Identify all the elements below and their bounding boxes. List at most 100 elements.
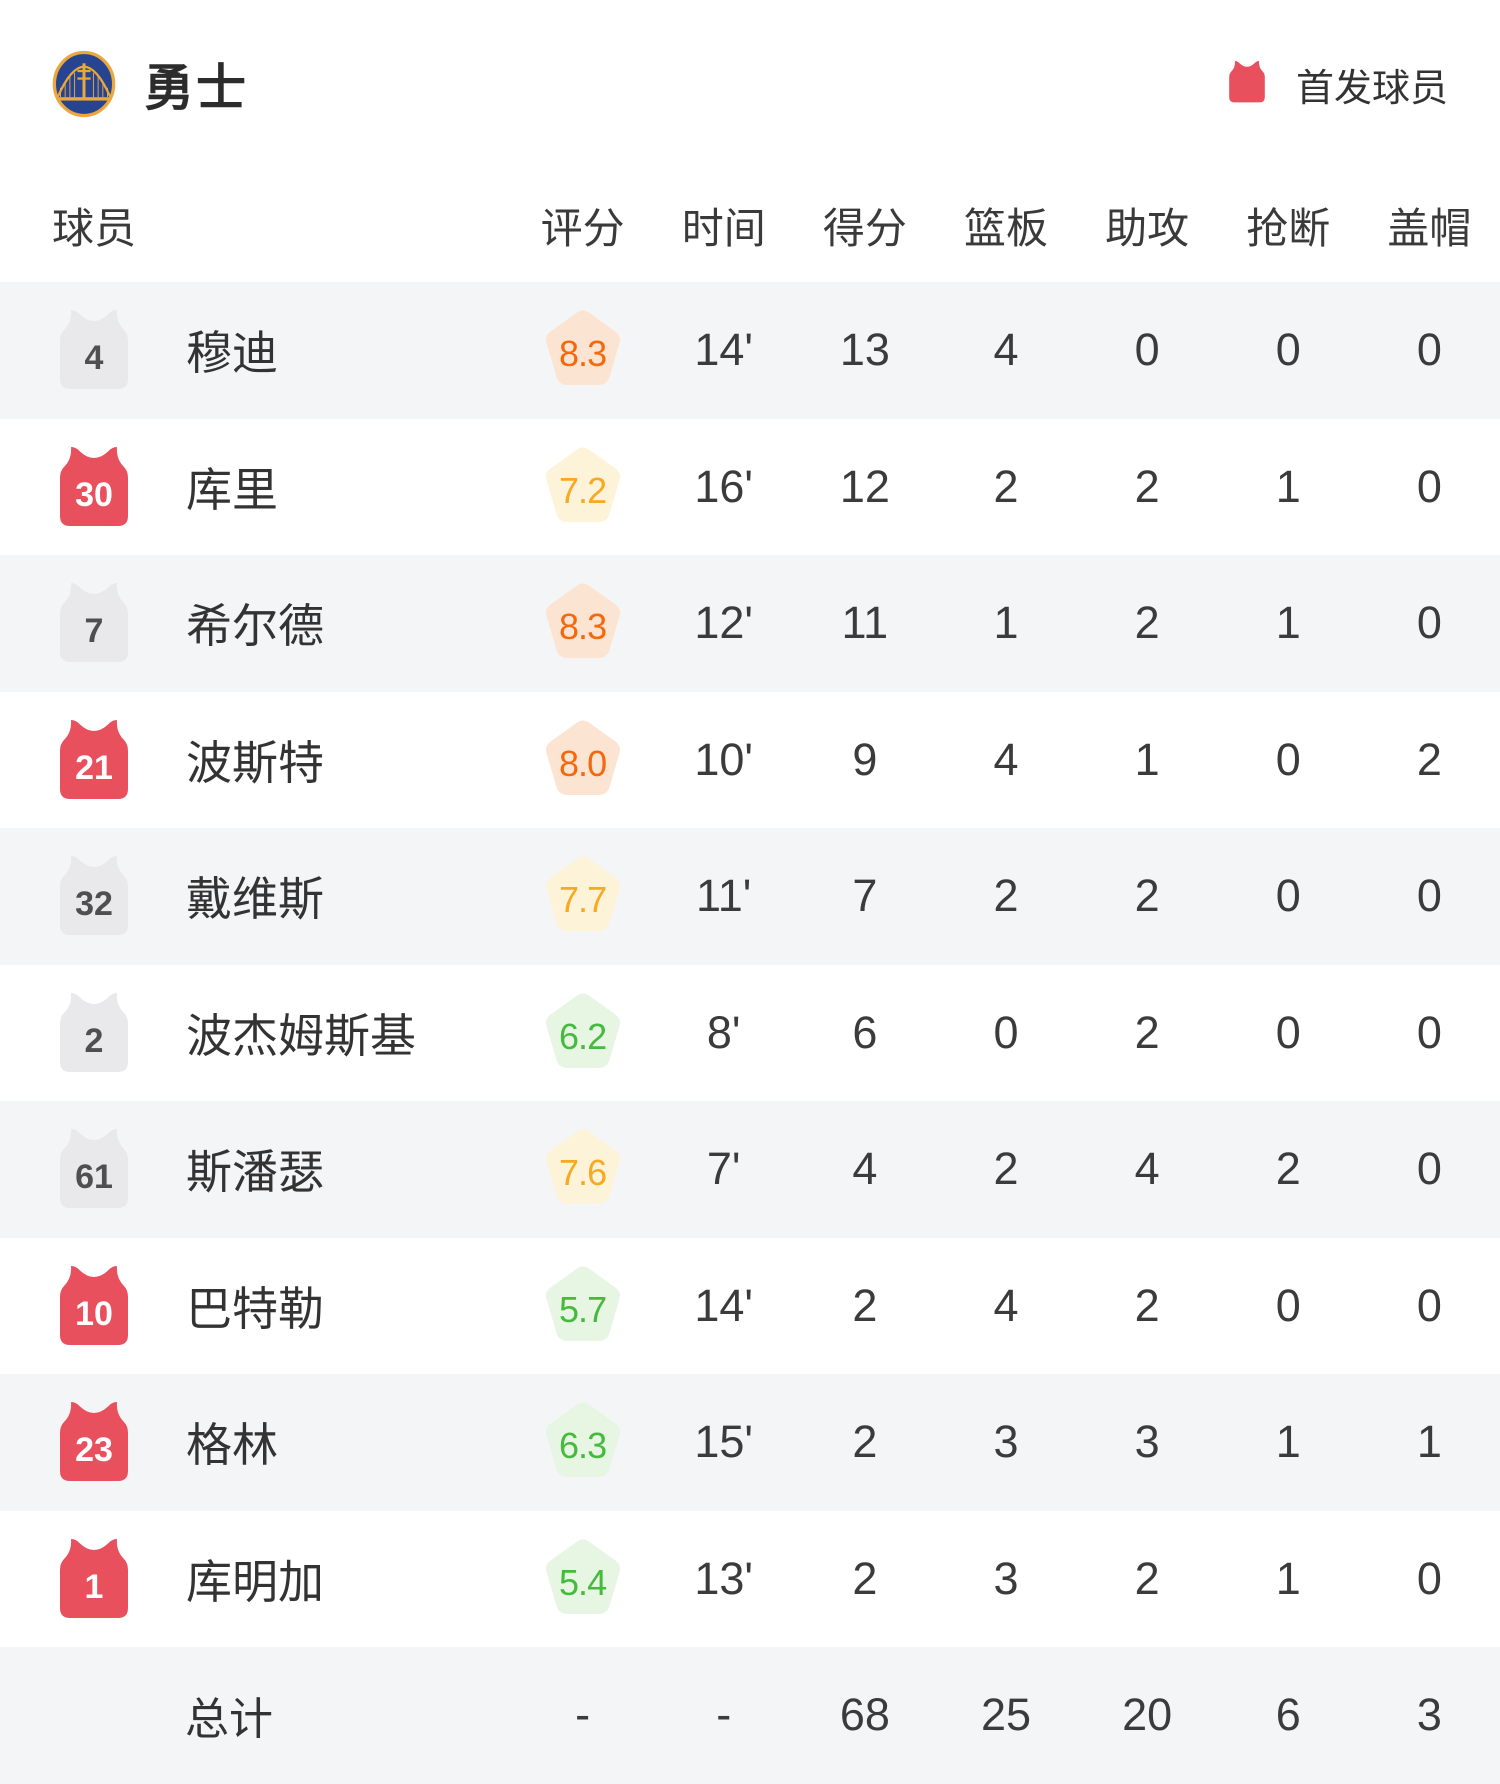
stat-rebounds: 4: [993, 733, 1019, 785]
rating-badge: 6.2: [543, 991, 623, 1075]
stat-points: 2: [852, 1416, 878, 1468]
stat-blocks: 0: [1416, 597, 1442, 649]
player-row[interactable]: 32 戴维斯 7.7 11' 7 2 2 0 0: [0, 828, 1500, 965]
rating-badge-cell: 6.3: [512, 1400, 653, 1484]
stat-points: 12: [839, 460, 890, 512]
stat-time: 12': [694, 597, 754, 649]
stat-blocks: 0: [1416, 1552, 1442, 1604]
stat-rebounds: 3: [993, 1416, 1019, 1468]
player-name: 波杰姆斯基: [186, 1009, 416, 1062]
table-header-row: 球员 评分 时间 得分 篮板 助攻 抢断 盖帽: [0, 168, 1500, 282]
stat-points: 11: [841, 597, 889, 649]
player-row[interactable]: 21 波斯特 8.0 10' 9 4 1 0 2: [0, 692, 1500, 829]
rating-badge: 8.3: [543, 308, 623, 392]
player-name: 巴特勒: [186, 1282, 324, 1335]
stat-steals: 1: [1275, 460, 1301, 512]
stat-time: 8': [706, 1006, 741, 1058]
player-cell: 32 戴维斯: [0, 854, 512, 938]
stat-blocks: 0: [1416, 1143, 1442, 1195]
bench-jersey-number-icon: 7: [58, 581, 130, 665]
stat-time: 7': [706, 1143, 741, 1195]
starter-jersey-number-icon: 30: [58, 445, 130, 529]
player-cell: 21 波斯特: [0, 718, 512, 802]
column-header-7: 抢断: [1246, 204, 1331, 252]
table-body: 4 穆迪 8.3 14' 13 4 0 0 0 30 库里 7.2 16' 12 2 2 1 0 7 希尔德 …: [0, 282, 1500, 1647]
starter-jersey-number-icon: 21: [58, 718, 130, 802]
rating-badge: 5.4: [543, 1537, 623, 1621]
player-name: 斯潘瑟: [186, 1146, 324, 1199]
rating-badge-cell: 5.4: [512, 1537, 653, 1621]
player-name: 库里: [186, 463, 278, 516]
player-row[interactable]: 4 穆迪 8.3 14' 13 4 0 0 0: [0, 282, 1500, 419]
stat-rebounds: 2: [993, 460, 1019, 512]
team-logo-icon: [52, 50, 116, 118]
svg-text:61: 61: [75, 1158, 113, 1196]
stat-assists: 2: [1134, 1279, 1160, 1331]
svg-text:2: 2: [85, 1022, 104, 1060]
svg-text:4: 4: [85, 339, 104, 377]
rating-value: 7.7: [559, 879, 607, 921]
stat-rebounds: 1: [993, 597, 1019, 649]
stat-steals: 0: [1275, 324, 1301, 376]
rating-badge-cell: 5.7: [512, 1264, 653, 1348]
player-cell: 23 格林: [0, 1400, 512, 1484]
stat-blocks: 2: [1416, 733, 1442, 785]
stat-steals: 1: [1275, 597, 1301, 649]
stat-rebounds: 3: [993, 1552, 1019, 1604]
player-name: 波斯特: [186, 736, 324, 789]
rating-badge: 7.6: [543, 1127, 623, 1211]
stat-assists: 2: [1134, 1552, 1160, 1604]
stat-steals: 0: [1275, 1006, 1301, 1058]
player-cell: 7 希尔德: [0, 581, 512, 665]
player-row[interactable]: 7 希尔德 8.3 12' 11 1 2 1 0: [0, 555, 1500, 692]
player-cell: 30 库里: [0, 445, 512, 529]
bench-jersey-number-icon: 61: [58, 1127, 130, 1211]
bench-jersey-number-icon: 4: [58, 308, 130, 392]
starter-jersey-number-icon: 10: [58, 1264, 130, 1348]
column-header-8: 盖帽: [1387, 204, 1472, 252]
stat-time: 13': [694, 1552, 754, 1604]
rating-value: 8.3: [559, 606, 607, 648]
rating-badge-cell: 8.3: [512, 308, 653, 392]
stat-time: 10': [694, 733, 754, 785]
stat-rebounds: 2: [993, 870, 1019, 922]
stat-blocks: 0: [1416, 324, 1442, 376]
total-row: 总计 - - 68 25 20 6 3: [0, 1647, 1500, 1784]
stat-assists: 2: [1134, 597, 1160, 649]
player-name: 库明加: [186, 1555, 324, 1608]
player-row[interactable]: 30 库里 7.2 16' 12 2 2 1 0: [0, 419, 1500, 556]
total-time: -: [716, 1689, 732, 1741]
stat-assists: 2: [1134, 1006, 1160, 1058]
player-cell: 2 波杰姆斯基: [0, 991, 512, 1075]
svg-text:1: 1: [85, 1568, 104, 1606]
stat-points: 2: [852, 1552, 878, 1604]
stat-time: 14': [694, 324, 754, 376]
player-row[interactable]: 23 格林 6.3 15' 2 3 3 1 1: [0, 1374, 1500, 1511]
bench-jersey-number-icon: 2: [58, 991, 130, 1075]
starter-jersey-number-icon: 1: [58, 1537, 130, 1621]
rating-value: 7.6: [559, 1152, 607, 1194]
player-row[interactable]: 1 库明加 5.4 13' 2 3 2 1 0: [0, 1511, 1500, 1648]
starter-legend-label: 首发球员: [1295, 67, 1448, 110]
rating-badge: 7.7: [543, 854, 623, 938]
rating-badge-cell: 7.7: [512, 854, 653, 938]
stat-points: 7: [852, 870, 878, 922]
player-row[interactable]: 2 波杰姆斯基 6.2 8' 6 0 2 0 0: [0, 965, 1500, 1102]
player-row[interactable]: 10 巴特勒 5.7 14' 2 4 2 0 0: [0, 1238, 1500, 1375]
rating-badge-cell: 6.2: [512, 991, 653, 1075]
stat-time: 16': [694, 460, 754, 512]
bench-jersey-number-icon: 32: [58, 854, 130, 938]
stat-rebounds: 0: [993, 1006, 1019, 1058]
stat-assists: 2: [1134, 870, 1160, 922]
rating-badge: 5.7: [543, 1264, 623, 1348]
svg-text:30: 30: [75, 476, 113, 514]
player-name: 戴维斯: [186, 873, 324, 926]
player-row[interactable]: 61 斯潘瑟 7.6 7' 4 2 4 2 0: [0, 1101, 1500, 1238]
column-header-1: 球员: [52, 204, 137, 252]
stat-blocks: 0: [1416, 1279, 1442, 1331]
team-header: 勇士 首发球员: [0, 0, 1500, 168]
total-steals: 6: [1275, 1689, 1301, 1741]
stat-assists: 0: [1134, 324, 1160, 376]
team-name: 勇士: [144, 60, 248, 116]
total-rebounds: 25: [980, 1689, 1032, 1741]
